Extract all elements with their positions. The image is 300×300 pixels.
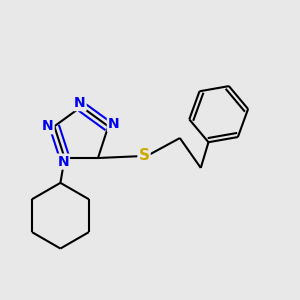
Text: S: S (139, 148, 149, 164)
Text: N: N (42, 119, 54, 133)
Text: N: N (74, 96, 85, 110)
Text: N: N (57, 154, 69, 169)
Text: N: N (108, 117, 119, 131)
